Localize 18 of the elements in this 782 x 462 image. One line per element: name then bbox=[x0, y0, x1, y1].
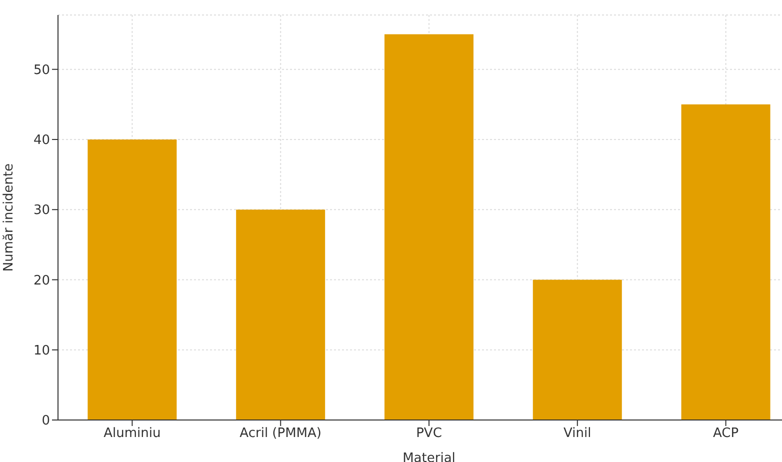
x-tick-label: Acril (PMMA) bbox=[240, 426, 322, 442]
x-tick-label: Aluminiu bbox=[104, 426, 161, 442]
x-tick-label: PVC bbox=[416, 426, 442, 442]
bar bbox=[384, 34, 474, 420]
bar bbox=[88, 139, 177, 420]
y-axis-title: Număr incidente bbox=[2, 163, 17, 272]
y-tick-label: 10 bbox=[33, 343, 50, 358]
y-tick-label: 20 bbox=[33, 273, 50, 288]
y-tick-label: 30 bbox=[33, 203, 50, 218]
x-tick-label: Vinil bbox=[564, 426, 592, 442]
bar bbox=[532, 280, 622, 420]
x-tick-label: ACP bbox=[713, 426, 739, 442]
y-tick-label: 50 bbox=[33, 62, 50, 78]
bar bbox=[236, 210, 326, 420]
x-axis-title: Material bbox=[402, 451, 456, 462]
y-tick-label: 0 bbox=[42, 414, 50, 429]
bar bbox=[681, 104, 770, 420]
y-tick-label: 40 bbox=[33, 133, 50, 148]
